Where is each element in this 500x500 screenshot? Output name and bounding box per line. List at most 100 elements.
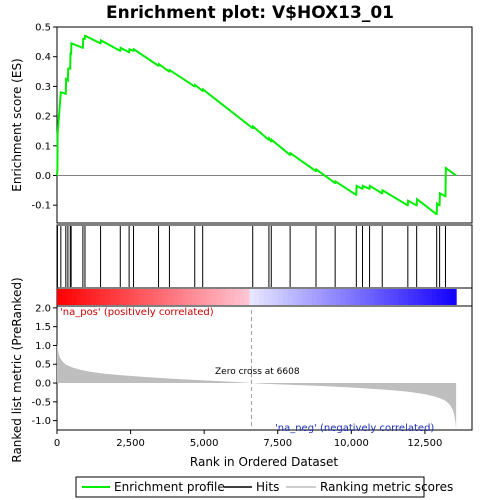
heat-cell xyxy=(230,289,236,305)
heat-cell xyxy=(326,289,332,305)
heat-cell xyxy=(133,289,140,305)
heat-cell xyxy=(350,289,356,305)
metric-y-tick-label: 1.5 xyxy=(35,322,51,333)
heat-cell xyxy=(412,289,419,305)
heat-cell xyxy=(220,289,226,305)
heat-cell xyxy=(239,289,246,305)
es-panel: -0.1 0.0 0.1 0.2 0.3 0.4 0.5 Enrichment score … xyxy=(10,23,473,224)
es-y-tick-label: 0.0 xyxy=(35,171,51,182)
heat-cell xyxy=(422,289,428,305)
es-panel-frame xyxy=(56,26,473,224)
heat-cell xyxy=(379,289,385,305)
heat-cell xyxy=(340,289,347,305)
es-y-tick-label: 0.3 xyxy=(35,82,51,93)
heat-cell xyxy=(76,289,82,305)
legend: Enrichment profile Hits Ranking metric s… xyxy=(75,476,453,498)
es-y-tick-label: -0.1 xyxy=(31,201,51,212)
heat-cell xyxy=(210,289,217,305)
heat-cell xyxy=(172,289,178,305)
metric-y-tick-label: 2.0 xyxy=(35,303,51,314)
es-y-tick-label: 0.5 xyxy=(35,23,51,34)
heat-cell xyxy=(383,289,390,305)
es-y-tick-label: 0.1 xyxy=(35,141,51,152)
heat-cell xyxy=(66,289,73,305)
heat-cell xyxy=(345,289,351,305)
heat-cell xyxy=(436,289,443,305)
zero-cross-label: Zero cross at 6608 xyxy=(215,367,300,377)
ranked-metric-panel: -1.0 -0.5 0.0 0.5 1.0 1.5 2.0 0 2,500 5,000 7,500… xyxy=(10,277,473,469)
ranking-metric-area xyxy=(57,343,457,429)
heat-cell xyxy=(297,289,303,305)
heat-cell xyxy=(186,289,193,305)
heat-cell xyxy=(254,289,260,305)
heat-cell xyxy=(95,289,101,305)
heat-cell xyxy=(302,289,308,305)
metric-y-tick-label: 0.5 xyxy=(35,360,51,371)
rank-heat-bar xyxy=(56,287,473,307)
heat-cell xyxy=(109,289,116,305)
x-tick-label: 0 xyxy=(54,438,60,449)
heat-cell xyxy=(403,289,409,305)
heat-cell xyxy=(234,289,241,305)
heat-cell xyxy=(57,289,63,305)
heat-cell xyxy=(393,289,400,305)
heat-cell xyxy=(364,289,371,305)
legend-label-enrichment: Enrichment profile xyxy=(114,480,225,494)
heat-cell xyxy=(321,289,327,305)
heat-cell xyxy=(292,289,299,305)
heat-cell xyxy=(71,289,77,305)
heat-cell xyxy=(114,289,121,305)
heat-cell xyxy=(258,289,265,305)
heat-cell xyxy=(311,289,318,305)
heat-cell xyxy=(335,289,342,305)
heat-cell xyxy=(85,289,92,305)
x-tick-label: 12,500 xyxy=(407,438,442,449)
heat-cell xyxy=(374,289,380,305)
heat-cell xyxy=(119,289,125,305)
heat-cell xyxy=(451,289,457,305)
metric-y-tick-label: 1.0 xyxy=(35,341,51,352)
hits-panel xyxy=(56,224,473,289)
x-tick-label: 10,000 xyxy=(334,438,369,449)
pos-correlated-label: 'na_pos' (positively correlated) xyxy=(60,307,214,318)
heat-cell xyxy=(143,289,149,305)
heat-cell xyxy=(307,289,313,305)
heat-cell xyxy=(138,289,145,305)
heat-cell xyxy=(432,289,438,305)
es-y-tick-label: 0.4 xyxy=(35,52,51,63)
heat-cell xyxy=(81,289,87,305)
heat-cell xyxy=(162,289,169,305)
legend-label-metric: Ranking metric scores xyxy=(320,480,453,494)
heat-cell xyxy=(441,289,448,305)
heat-cell xyxy=(369,289,375,305)
x-tick-label: 2,500 xyxy=(116,438,145,449)
heat-cell xyxy=(268,289,274,305)
heat-cell xyxy=(100,289,106,305)
heat-cell xyxy=(196,289,202,305)
heat-cell xyxy=(355,289,361,305)
metric-y-axis-label: Ranked list metric (PreRanked) xyxy=(10,277,24,462)
heat-cell xyxy=(249,289,255,305)
heat-cell xyxy=(388,289,395,305)
heat-cell xyxy=(177,289,183,305)
heat-cell xyxy=(398,289,404,305)
heat-cell xyxy=(105,289,111,305)
heat-cell xyxy=(427,289,433,305)
es-y-tick-label: 0.2 xyxy=(35,112,51,123)
metric-y-tick-label: -1.0 xyxy=(31,416,51,427)
es-y-axis-label: Enrichment score (ES) xyxy=(10,58,24,191)
heat-cell xyxy=(283,289,289,305)
enrichment-profile-line xyxy=(56,34,457,216)
heat-cell xyxy=(61,289,68,305)
metric-y-tick-label: 0.0 xyxy=(35,379,51,390)
heat-cell xyxy=(287,289,294,305)
heat-cell xyxy=(90,289,97,305)
heat-cell xyxy=(167,289,174,305)
heat-cell xyxy=(129,289,135,305)
neg-correlated-label: 'na_neg' (negatively correlated) xyxy=(275,423,434,434)
heat-cell xyxy=(244,289,250,305)
heat-cell xyxy=(417,289,424,305)
heat-cell xyxy=(278,289,284,305)
heat-cell xyxy=(148,289,154,305)
